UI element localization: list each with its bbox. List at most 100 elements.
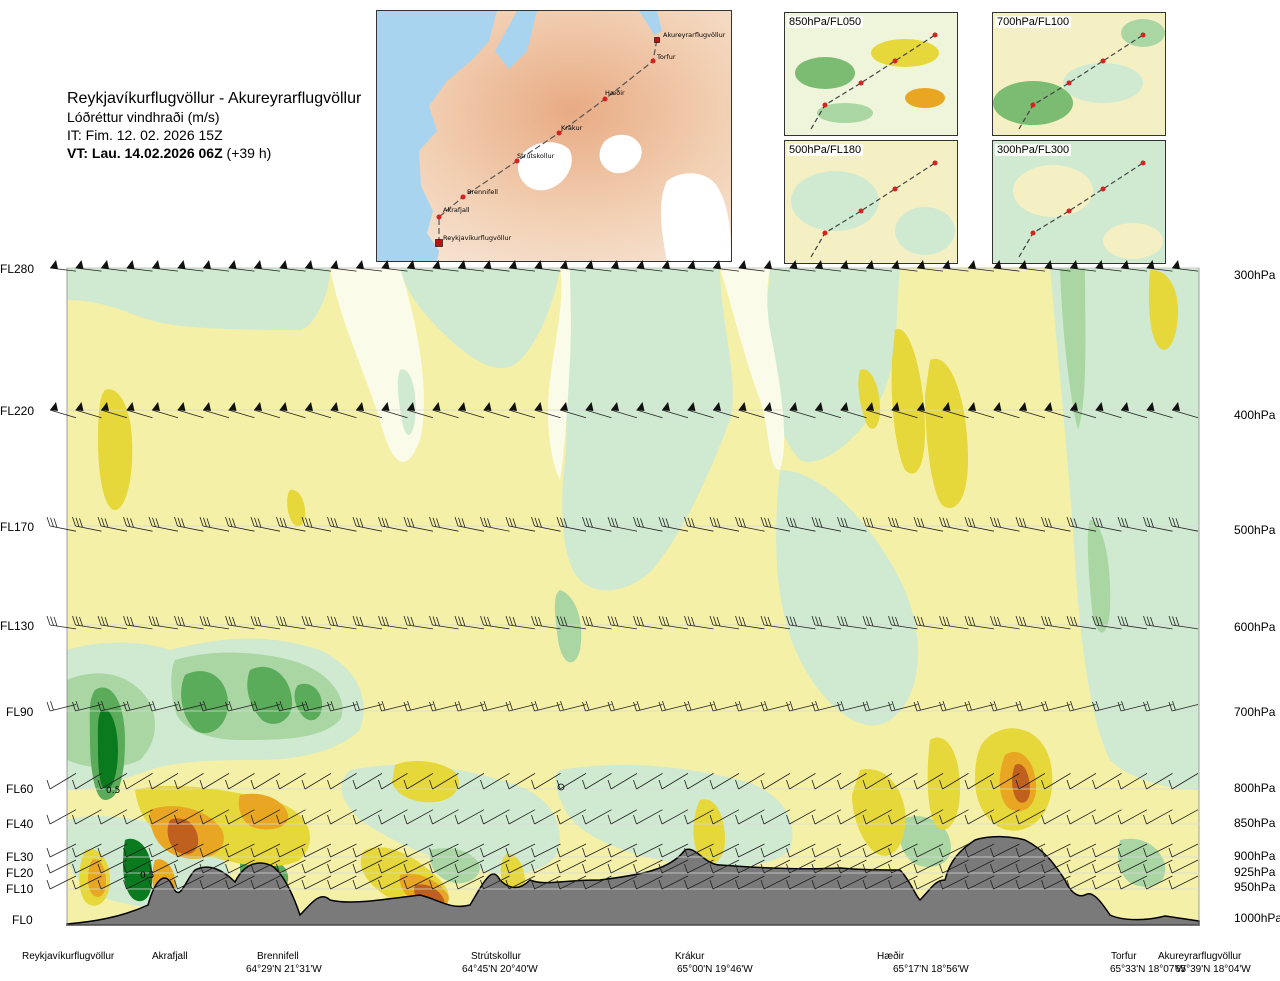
wind-barb	[735, 859, 765, 874]
wind-barb	[1041, 516, 1071, 532]
wind-barb	[913, 843, 944, 858]
wind-barb	[1044, 402, 1071, 419]
wind-barb	[582, 859, 612, 874]
wind-barb	[505, 809, 536, 825]
wind-barb	[786, 843, 816, 858]
wind-barb	[862, 859, 893, 874]
wind-barb	[964, 875, 995, 890]
wind-barb	[355, 402, 383, 419]
wind-barb	[1168, 773, 1199, 790]
wind-barb	[939, 843, 969, 858]
wind-barb	[964, 615, 995, 630]
wind-barb	[250, 615, 281, 630]
wind-barb	[661, 402, 689, 419]
wind-barb	[1066, 700, 1097, 712]
fl-label-fl220: FL220	[0, 404, 35, 418]
wind-barb	[582, 615, 612, 630]
wind-barb	[505, 843, 536, 858]
wind-barb	[46, 875, 77, 890]
wind-barb	[556, 843, 587, 858]
wind-barb	[760, 875, 791, 890]
wind-barb	[607, 859, 638, 874]
wind-barb	[786, 516, 816, 532]
fl-label-fl0: FL0	[12, 913, 33, 927]
wind-barb	[429, 859, 459, 874]
wind-barb	[939, 809, 969, 825]
location-torfur: Torfur	[1111, 951, 1137, 962]
wind-barb	[480, 773, 510, 790]
wind-barb	[760, 700, 791, 712]
wind-barb	[684, 773, 714, 790]
wind-barb	[1092, 809, 1122, 825]
wind-barb	[607, 875, 638, 890]
fl-label-fl130: FL130	[0, 619, 35, 633]
wind-barb	[148, 615, 179, 630]
wind-barb	[913, 859, 944, 874]
wind-barb	[177, 402, 204, 419]
wind-barb	[913, 615, 944, 630]
wind-barb	[1041, 875, 1071, 890]
hpa-label-950: 950hPa	[1234, 880, 1276, 894]
wind-barb	[913, 809, 944, 825]
wind-barb	[735, 875, 765, 890]
wind-barb	[735, 773, 765, 790]
wind-barb	[607, 516, 638, 532]
wind-barb	[457, 260, 485, 272]
wind-barb	[811, 809, 842, 825]
map-label-reykjavik: Reykjavíkurflugvöllur	[443, 234, 512, 242]
wind-barb	[100, 260, 128, 272]
hpa-label-500: 500hPa	[1234, 523, 1276, 537]
wind-barb	[916, 260, 944, 272]
wind-barb	[1041, 773, 1071, 790]
wind-barb	[633, 809, 663, 825]
wind-barb	[993, 402, 1020, 419]
fl-label-fl40: FL40	[6, 817, 34, 831]
wind-barb	[1143, 809, 1173, 825]
wind-barb	[123, 615, 153, 630]
wind-barb	[480, 809, 510, 825]
wind-barb	[46, 843, 77, 858]
wind-barb	[1018, 402, 1046, 419]
wind-barb	[712, 402, 740, 419]
wind-barb	[304, 402, 332, 419]
level-panel-500: 500hPa/FL180	[784, 140, 958, 264]
wind-barb	[480, 859, 510, 874]
wind-barb	[865, 260, 893, 272]
wind-barb	[378, 859, 408, 874]
wind-barb	[352, 843, 383, 858]
wind-barb	[1041, 859, 1071, 874]
wind-barb	[735, 615, 765, 630]
hpa-label-300: 300hPa	[1234, 268, 1276, 282]
map-label-brennifell: Brennifell	[467, 188, 498, 196]
wind-barb	[786, 615, 816, 630]
wind-barb	[97, 809, 128, 825]
wind-barb	[301, 700, 332, 712]
wind-barb	[1092, 700, 1122, 712]
wind-barb	[454, 875, 485, 890]
wind-barb	[1146, 402, 1173, 419]
wind-barb	[429, 516, 459, 532]
wind-barb	[429, 809, 459, 825]
wind-barb	[610, 260, 638, 272]
wind-barb	[687, 260, 714, 272]
wind-barb	[1066, 843, 1097, 858]
wind-barb	[1015, 615, 1046, 630]
wind-barb	[199, 516, 230, 532]
wind-barb	[1015, 700, 1046, 712]
wind-barb	[123, 700, 153, 712]
wind-barb	[403, 859, 434, 874]
wind-barb	[1117, 773, 1148, 790]
wind-barb	[174, 843, 204, 858]
wind-barb	[712, 260, 740, 272]
chart-header: Reykjavíkurflugvöllur - Akureyrarflugvöl…	[67, 90, 361, 162]
wind-barb	[556, 875, 587, 890]
location-brennifell: Brennifell	[257, 951, 299, 962]
wind-barb	[202, 402, 230, 419]
wind-barb	[403, 875, 434, 890]
wind-barb	[97, 875, 128, 890]
wind-barb	[276, 859, 306, 874]
wind-barb	[454, 700, 485, 712]
level-panel-500-label: 500hPa/FL180	[787, 144, 864, 156]
wind-barb	[811, 773, 842, 790]
wind-barb	[888, 516, 918, 532]
